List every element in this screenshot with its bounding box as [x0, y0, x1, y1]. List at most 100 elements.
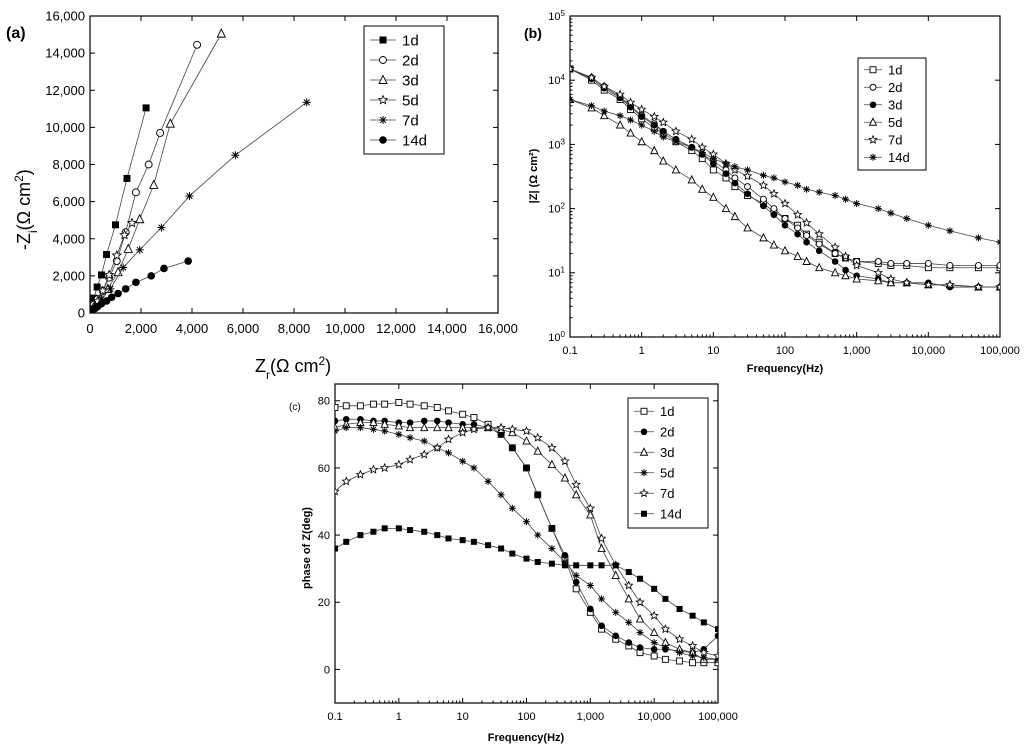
- b-series-3d-point: [659, 127, 667, 135]
- b-series-2d-point: [831, 250, 839, 257]
- c-x-tick-label: 1,000: [577, 711, 605, 723]
- panel-c-ticks: 0.1 1 10 100 1,000 10,000 100,000 0 20 40 60 80: [318, 384, 738, 723]
- b-legend-marker-5d: [868, 117, 878, 126]
- c-series-7d-point: [394, 459, 404, 469]
- b-series-5d-point: [671, 164, 681, 174]
- b-series-3d-point: [770, 211, 778, 219]
- c-series-1d-point: [572, 585, 580, 593]
- a-series-2d-point: [156, 128, 165, 137]
- c-series-14d-point: [534, 558, 541, 565]
- b-series-2d-point: [946, 262, 954, 269]
- c-x-tick-label: 10: [457, 711, 469, 723]
- b-series-14d-point: [570, 96, 574, 104]
- b-series-3d-point: [710, 160, 717, 168]
- c-series-14d-point: [651, 585, 658, 592]
- a-series-3d-point: [123, 243, 133, 253]
- a-series-5d-point: [119, 229, 130, 240]
- b-series-7d-point: [570, 63, 575, 73]
- c-series-1d-point: [459, 410, 467, 418]
- c-series-7d-point: [649, 610, 659, 620]
- c-series-1d-point: [406, 400, 414, 408]
- c-series-14d-point: [395, 525, 402, 532]
- c-series-3d-point: [611, 570, 620, 579]
- c-series-7d-point: [341, 476, 352, 486]
- a-series-14d-point: [107, 293, 116, 302]
- a-legend-label-1d: 1d: [402, 32, 419, 49]
- b-legend-marker-7d: [868, 134, 878, 144]
- c-series-2d-point: [587, 605, 594, 613]
- c-series-14d-point: [598, 562, 605, 569]
- b-series-2d-point: [794, 224, 802, 232]
- c-series-5d-point: [369, 425, 377, 433]
- b-series-14d-point: [770, 174, 778, 182]
- b-series-2d-point: [770, 205, 778, 213]
- b-series-14d-point: [759, 171, 767, 179]
- c-series-1d-point: [470, 414, 478, 422]
- c-series-14d-point: [421, 528, 428, 535]
- b-series-3d-point: [760, 202, 767, 210]
- panel-b: (b) 0.1 1 10 100 1,000 10,000 100,000 100 101 102…: [524, 8, 1020, 375]
- b-series-5d-point: [874, 275, 883, 285]
- panel-c-x-axis-label: Frequency(Hz): [488, 732, 565, 744]
- c-series-7d-point: [596, 533, 607, 543]
- c-legend-entry-14d: 14d: [634, 506, 682, 521]
- b-series-7d-point: [814, 229, 824, 239]
- b-series-7d-point: [886, 273, 896, 284]
- c-legend-marker-5d: [640, 469, 648, 477]
- b-series-2d-point: [815, 240, 823, 248]
- a-x-tick-label: 10,000: [325, 321, 365, 336]
- a-series-2d-point: [131, 188, 140, 197]
- c-series-7d-point: [560, 456, 570, 466]
- b-series-2d: [570, 65, 1000, 269]
- c-series-3d-point: [533, 446, 542, 455]
- c-series-1d-point: [342, 402, 350, 410]
- a-series-5d-point: [103, 269, 115, 280]
- c-series-2d-point: [433, 417, 441, 425]
- a-series-1d-point: [123, 174, 131, 182]
- b-series-5d-line: [570, 99, 1000, 288]
- c-series-7d-point: [571, 479, 581, 489]
- c-series-2d-point: [342, 415, 350, 423]
- a-series-1d: [90, 104, 150, 311]
- b-series-5d-point: [698, 184, 707, 193]
- a-x-tick-label: 0: [86, 321, 93, 336]
- panel-a: (a) 0 2,000 4,000 6,000 8,000 10,000 12,000 14,…: [6, 9, 518, 382]
- b-series-7d-point: [923, 279, 934, 289]
- c-series-3d-point: [433, 422, 442, 432]
- c-series-5d-point: [625, 618, 633, 626]
- b-series-14d-point: [698, 148, 706, 156]
- c-series-3d-point: [649, 627, 659, 636]
- c-series-14d-point: [548, 560, 555, 567]
- c-series-5d-point: [572, 571, 580, 579]
- a-y-tick-label: 0: [78, 306, 85, 321]
- b-series-5d-point: [637, 136, 646, 146]
- c-series-1d-point: [420, 402, 428, 410]
- b-series-7d-point: [758, 180, 769, 190]
- c-series-2d-point: [561, 551, 569, 559]
- b-series-3d-point: [831, 258, 839, 265]
- b-series-5d-point: [814, 262, 824, 272]
- a-y-tick-label: 12,000: [45, 83, 85, 98]
- c-series-5d-point: [661, 644, 669, 652]
- a-series-5d-point: [111, 249, 123, 260]
- b-series-7d-point: [792, 209, 803, 219]
- b-series-14d-point: [616, 112, 624, 120]
- a-series-14d: [90, 257, 192, 313]
- b-series-14d-point: [903, 215, 911, 223]
- c-series-1d-point: [433, 404, 441, 411]
- b-legend-entry-7d: 7d: [864, 132, 902, 147]
- c-series-2d-point: [420, 417, 428, 425]
- c-legend-entry-3d: 3d: [634, 445, 674, 460]
- c-series-1d-point: [661, 655, 669, 663]
- a-y-tick-label: 2,000: [52, 268, 85, 283]
- b-legend-marker-1d: [869, 66, 877, 74]
- b-series-5d-point: [793, 251, 802, 260]
- c-legend-marker-1d: [640, 407, 648, 415]
- panel-a-legend: 1d 2d 3d 5d 7d 14d: [363, 25, 445, 155]
- c-series-14d-point: [343, 538, 350, 545]
- c-series-7d-point: [443, 434, 454, 444]
- c-series-3d-point: [380, 419, 389, 428]
- c-series-2d-point: [406, 419, 414, 426]
- c-series-2d-point: [509, 444, 516, 452]
- c-series-3d-point: [420, 422, 429, 432]
